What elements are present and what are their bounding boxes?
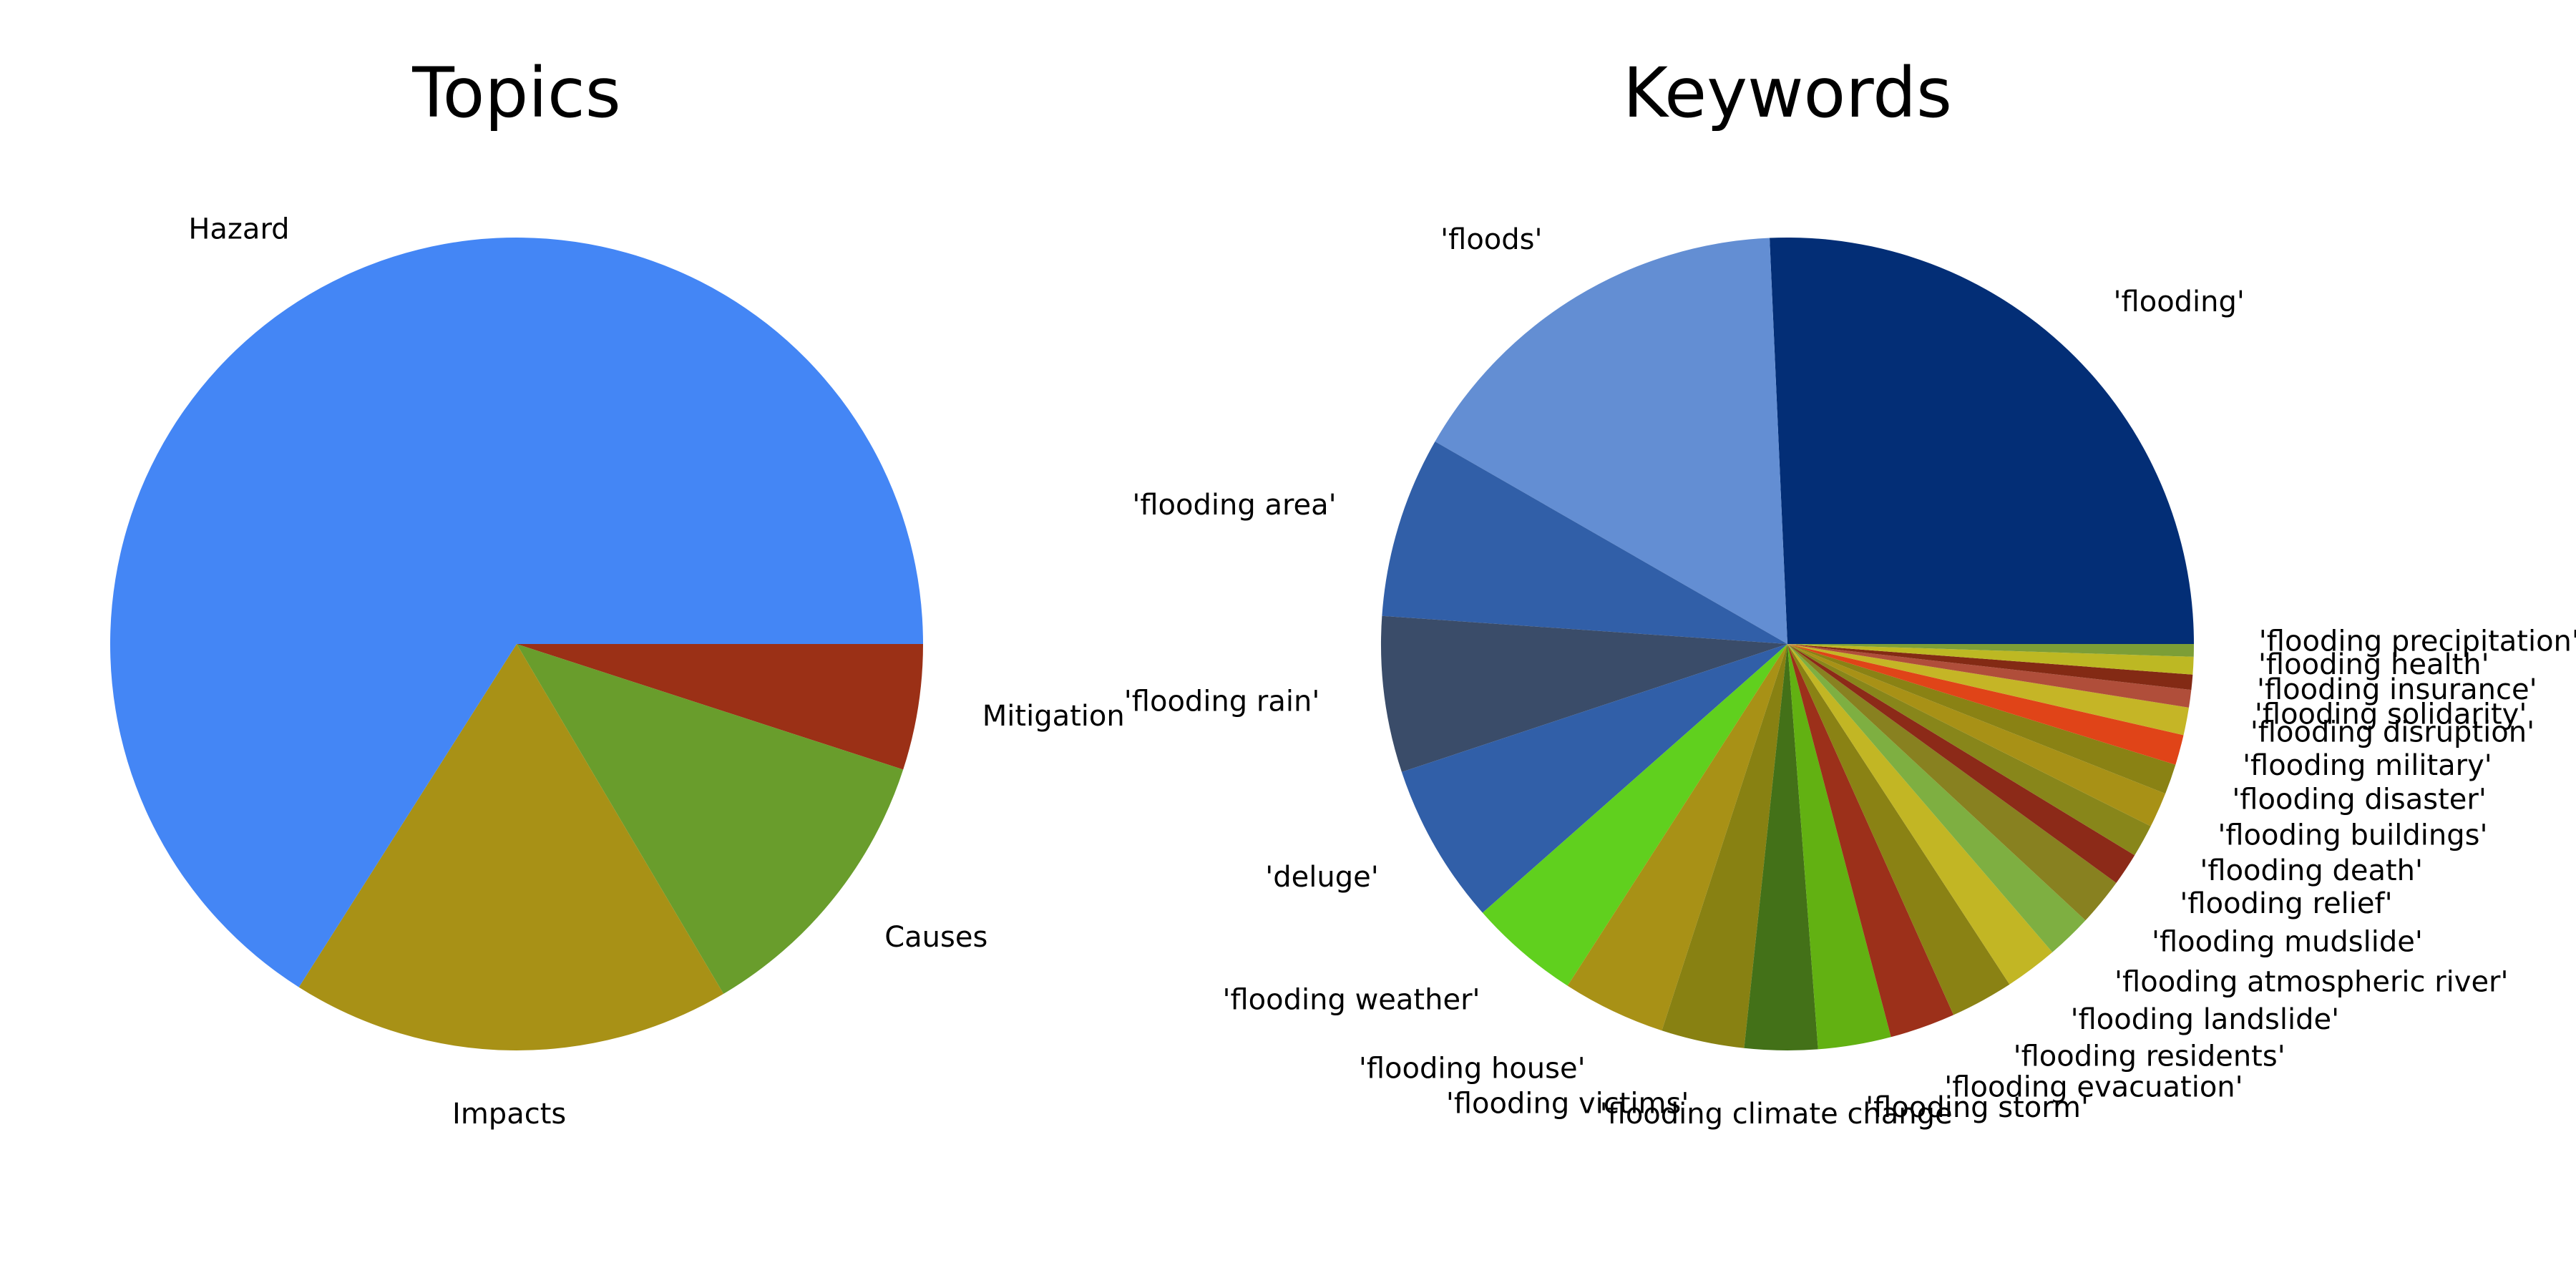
slice-label: 'flooding weather' [1222, 984, 1480, 1017]
slice-label: 'flooding landslide' [2071, 1003, 2340, 1036]
pie-slice [1787, 644, 2086, 952]
slice-label: Hazard [188, 213, 289, 246]
pie-slice [1787, 644, 2193, 691]
slice-label: Impacts [452, 1098, 566, 1131]
slice-label: 'flooding precipitation' [2259, 625, 2576, 658]
slice-labels: Mitigation Causes Impacts Hazard [188, 213, 1124, 1131]
slice-label: 'flooding mudslide' [2152, 925, 2423, 958]
pie-slice [1482, 644, 1787, 986]
keywords-title: Keywords [1623, 53, 1952, 133]
pie-slice [1787, 644, 2053, 985]
slices [109, 238, 923, 1050]
pie-slice [1567, 644, 1787, 1031]
slice-label: 'deluge' [1265, 861, 1378, 894]
pie-slice [1787, 644, 2151, 856]
topics-pie: Topics Mitigation Causes Impacts Hazard [109, 53, 1125, 1131]
slice-label: 'floods' [1440, 223, 1542, 256]
pie-slice [1787, 644, 1891, 1050]
pie-slice [1401, 644, 1787, 913]
pie-slice [1787, 644, 2010, 1015]
slice-label: 'flooding atmospheric river' [2114, 966, 2508, 999]
pie-slice [1787, 644, 2192, 708]
slice-label: 'flooding health' [2258, 648, 2489, 681]
slice-label: 'flooding victims' [1446, 1087, 1689, 1120]
pie-slice [517, 644, 923, 770]
slice-label: 'flooding evacuation' [1944, 1070, 2243, 1103]
slice-label: Mitigation [982, 700, 1125, 733]
slice-label: 'flooding house' [1359, 1052, 1586, 1085]
slice-label: 'flooding buildings' [2218, 819, 2487, 852]
slices [1381, 237, 2194, 1050]
slice-label: 'flooding rain' [1124, 686, 1320, 718]
pie-slice [1787, 644, 2184, 765]
slice-label: 'flooding area' [1132, 489, 1336, 522]
slice-label: 'flooding relief' [2180, 887, 2392, 920]
pie-slice [1787, 644, 2176, 794]
pie-slice [298, 644, 724, 1050]
slice-label: 'flooding disruption' [2250, 716, 2534, 748]
slice-label: 'flooding climate change' [1600, 1098, 1961, 1131]
pie-slice [1787, 644, 2194, 657]
slice-label: 'flooding insurance' [2257, 673, 2537, 706]
slice-label: 'flooding death' [2200, 854, 2423, 887]
slice-label: Causes [884, 921, 987, 954]
pie-slice [1381, 615, 1787, 772]
pie-slice [1382, 441, 1787, 644]
slice-label: 'flooding' [2114, 286, 2245, 318]
topics-title: Topics [411, 53, 620, 133]
slice-label: 'flooding disaster' [2232, 783, 2487, 816]
keywords-pie: Keywords 'flooding' 'floods' 'flooding are… [1124, 53, 2576, 1131]
slice-label: 'flooding storm' [1865, 1091, 2089, 1124]
pie-slice [1787, 644, 2135, 883]
pie-slice [1662, 644, 1787, 1048]
slice-label: 'flooding residents' [2014, 1040, 2285, 1073]
pie-slice [1770, 237, 2194, 644]
pie-slice [1787, 644, 2117, 921]
slice-labels: 'flooding' 'floods' 'flooding area' 'floodi… [1124, 223, 2576, 1131]
pie-slice [1435, 238, 1787, 644]
pie-slice [109, 238, 923, 987]
pie-slice [1744, 644, 1818, 1050]
pie-slice [517, 644, 904, 994]
pie-slice [1787, 644, 2190, 736]
slice-label: 'flooding solidarity' [2255, 698, 2527, 731]
pie-slice [1787, 644, 2194, 675]
slice-label: 'flooding military' [2243, 749, 2492, 782]
pie-slice [1787, 644, 1954, 1038]
pie-slice [1787, 644, 2166, 826]
